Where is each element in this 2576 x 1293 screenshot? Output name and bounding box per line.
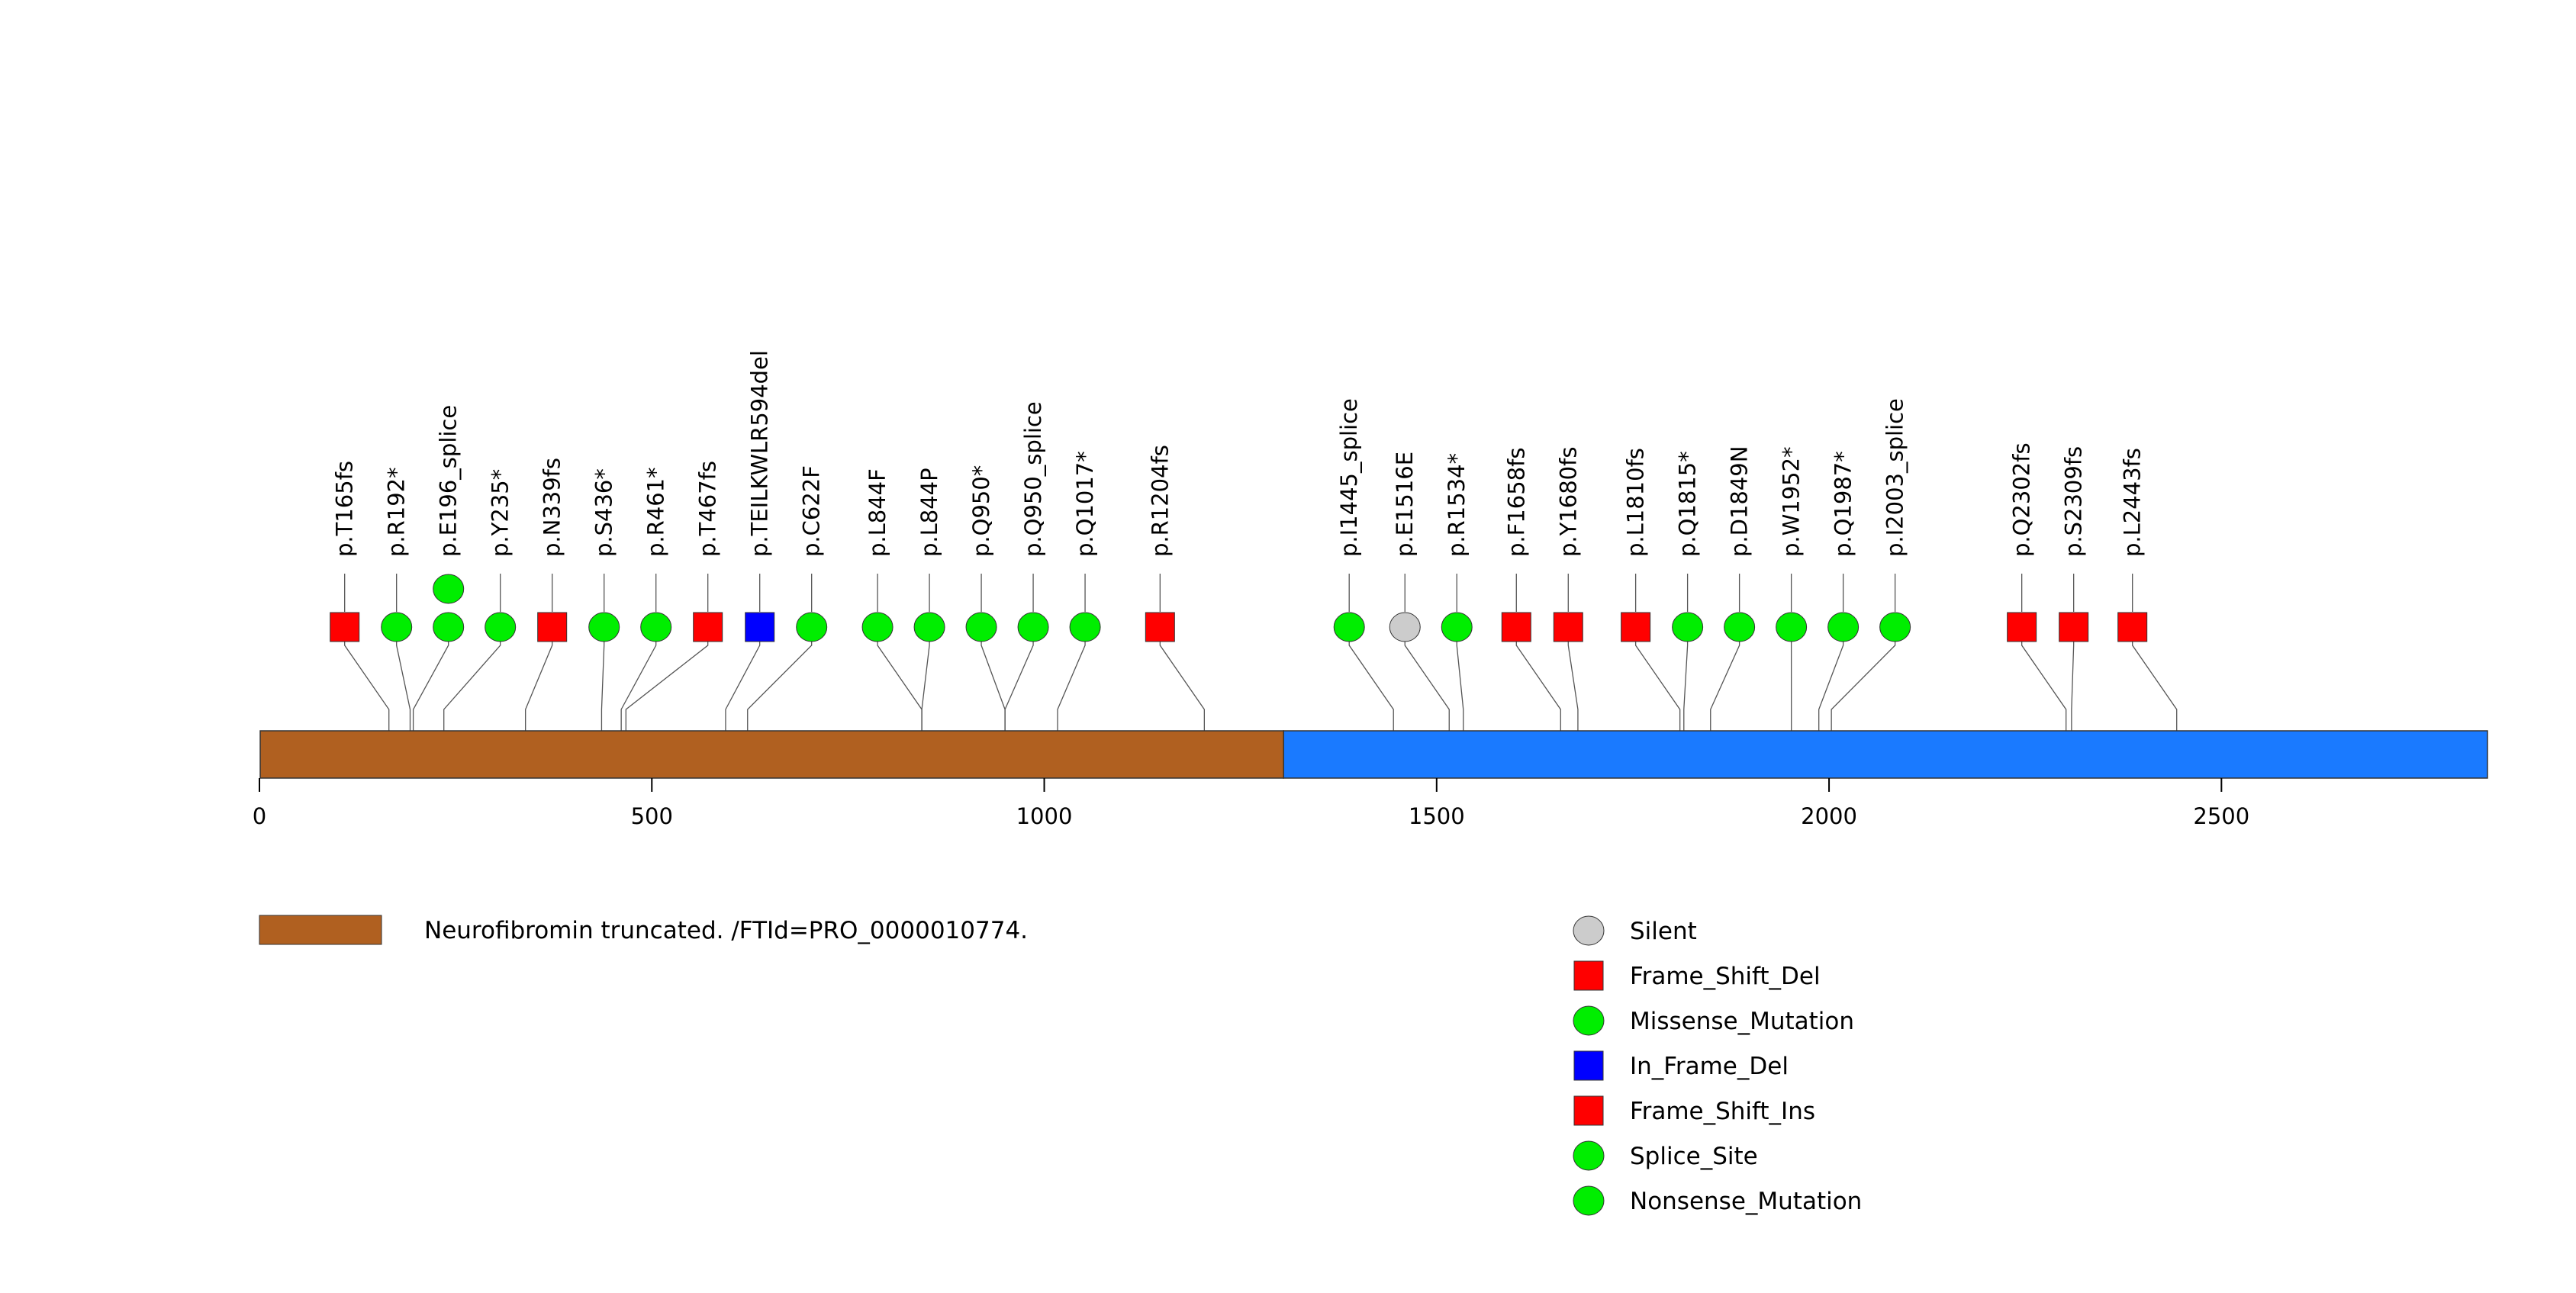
legend-marker-frame-shift-ins [1574, 1096, 1603, 1125]
marker-p-e196-splice-2-1 [433, 613, 464, 642]
mutation-label-p-s2309fs-28: p.S2309fs [2061, 446, 2087, 557]
marker-p-l2443fs-29 [2118, 613, 2147, 642]
marker-p-q1815-22 [1673, 613, 1703, 642]
marker-p-y235-3 [485, 613, 516, 642]
domain-legend-label-1: Neurofibromin truncated. /FTId=PRO_00000… [424, 917, 1028, 944]
legend-label-missense-mutation: Missense_Mutation [1630, 1008, 1854, 1035]
mutation-type-legend: Silent Frame_Shift_Del Missense_Mutation In… [1573, 916, 1862, 1215]
protein-track [260, 731, 2487, 778]
marker-p-q2302fs-27 [2008, 613, 2037, 642]
marker-p-r1534-18 [1441, 613, 1472, 642]
x-tick-label-1000: 1000 [1016, 803, 1073, 829]
mutation-label-p-t165fs-0: p.T165fs [332, 461, 358, 557]
mutation-markers [330, 574, 2147, 642]
legend-marker-silent [1573, 916, 1604, 945]
marker-p-q1017-14 [1070, 613, 1100, 642]
marker-p-t165fs-0 [330, 613, 359, 642]
mutation-label-p-r1534-18: p.R1534* [1444, 453, 1470, 557]
marker-p-s436-5 [589, 613, 620, 642]
legend-marker-in-frame-del [1574, 1051, 1603, 1080]
legend-label-splice-site: Splice_Site [1630, 1143, 1758, 1170]
mutation-label-p-r1204fs-15: p.R1204fs [1147, 445, 1173, 557]
marker-p-r1204fs-15 [1145, 613, 1174, 642]
legend-label-frame-shift-ins: Frame_Shift_Ins [1630, 1098, 1815, 1125]
mutation-label-p-l844p-11: p.L844P [916, 468, 942, 557]
x-tick-label-500: 500 [631, 803, 673, 829]
legend-label-frame-shift-del: Frame_Shift_Del [1630, 963, 1821, 990]
marker-p-w1952-24 [1776, 613, 1807, 642]
marker-p-e196-splice-2-2 [433, 574, 464, 603]
marker-p-i1445-splice-16 [1334, 613, 1364, 642]
mutation-label-p-r192-1: p.R192* [384, 467, 410, 557]
x-tick-label-2500: 2500 [2193, 803, 2249, 829]
marker-p-d1849n-23 [1724, 613, 1755, 642]
x-tick-label-0: 0 [253, 803, 266, 829]
mutation-label-p-c622f-9: p.C622F [799, 465, 825, 557]
protein-domain-2 [1283, 731, 2487, 778]
mutation-labels: p.T165fs p.R192* p.E196_splice p.Y235* p.N33… [332, 350, 2146, 557]
mutation-label-p-y235-3: p.Y235* [488, 469, 514, 557]
marker-p-r192-1 [382, 613, 412, 642]
mutation-label-p-l2443fs-29: p.L2443fs [2120, 448, 2146, 557]
domain-legend-swatch-1 [259, 915, 382, 944]
mutation-label-p-q2302fs-27: p.Q2302fs [2009, 442, 2035, 557]
mutation-label-p-q950-12: p.Q950* [968, 465, 994, 557]
mutation-label-p-s436-5: p.S436* [591, 468, 617, 557]
marker-p-t467fs-7 [694, 613, 723, 642]
legend-marker-nonsense-mutation [1573, 1186, 1604, 1215]
marker-p-y1680fs-20 [1554, 613, 1583, 642]
marker-p-q950-splice-13 [1018, 613, 1048, 642]
protein-domain-1 [260, 731, 1283, 778]
mutation-label-p-q1017-14: p.Q1017* [1072, 451, 1098, 557]
mutation-label-p-i1445-splice-16: p.I1445_splice [1336, 398, 1362, 557]
marker-p-teilkwlr594del-8 [745, 613, 774, 642]
x-tick-label-2000: 2000 [1801, 803, 1857, 829]
mutation-label-p-f1658fs-19: p.F1658fs [1503, 448, 1529, 557]
mutation-label-p-r461-6: p.R461* [643, 467, 669, 557]
marker-p-c622f-9 [797, 613, 827, 642]
marker-p-l844p-11 [914, 613, 945, 642]
legend-marker-missense-mutation [1573, 1006, 1604, 1035]
marker-p-l844f-10 [862, 613, 893, 642]
legend-marker-frame-shift-del [1574, 961, 1603, 990]
mutation-label-p-teilkwlr594del-8: p.TEILKWLR594del [747, 350, 773, 557]
mutation-label-p-n339fs-4: p.N339fs [539, 458, 565, 557]
legend-label-nonsense-mutation: Nonsense_Mutation [1630, 1188, 1862, 1215]
marker-p-r461-6 [641, 613, 671, 642]
mutation-label-p-e196-splice-2: p.E196_splice [436, 405, 462, 557]
mutation-label-p-q1815-22: p.Q1815* [1675, 451, 1701, 557]
marker-p-l1810fs-21 [1621, 613, 1650, 642]
mutation-label-p-l844f-10: p.L844F [865, 468, 890, 557]
mutation-label-p-q950-splice-13: p.Q950_splice [1020, 401, 1046, 557]
marker-p-f1658fs-19 [1502, 613, 1531, 642]
legend-label-silent: Silent [1630, 918, 1697, 945]
mutation-label-p-t467fs-7: p.T467fs [695, 461, 721, 557]
mutation-label-p-q1987-25: p.Q1987* [1831, 451, 1856, 557]
marker-p-q950-12 [966, 613, 997, 642]
legend-label-in-frame-del: In_Frame_Del [1630, 1053, 1789, 1080]
marker-p-e1516e-17 [1389, 613, 1420, 642]
mutation-label-p-l1810fs-21: p.L1810fs [1623, 448, 1649, 557]
legend-marker-splice-site [1573, 1141, 1604, 1170]
marker-p-n339fs-4 [538, 613, 567, 642]
mutation-label-p-i2003-splice-26: p.I2003_splice [1882, 398, 1908, 557]
marker-p-q1987-25 [1828, 613, 1859, 642]
x-axis: 0 500 1000 1500 2000 2500 [253, 778, 2249, 829]
mutation-label-p-y1680fs-20: p.Y1680fs [1555, 447, 1581, 557]
mutation-label-p-d1849n-23: p.D1849N [1727, 446, 1753, 557]
marker-p-i2003-splice-26 [1880, 613, 1911, 642]
x-tick-label-1500: 1500 [1409, 803, 1465, 829]
marker-p-s2309fs-28 [2059, 613, 2088, 642]
domain-legend: Neurofibromin truncated. /FTId=PRO_00000… [259, 915, 1028, 944]
mutation-label-p-w1952-24: p.W1952* [1779, 446, 1805, 557]
mutation-label-p-e1516e-17: p.E1516E [1392, 452, 1418, 557]
